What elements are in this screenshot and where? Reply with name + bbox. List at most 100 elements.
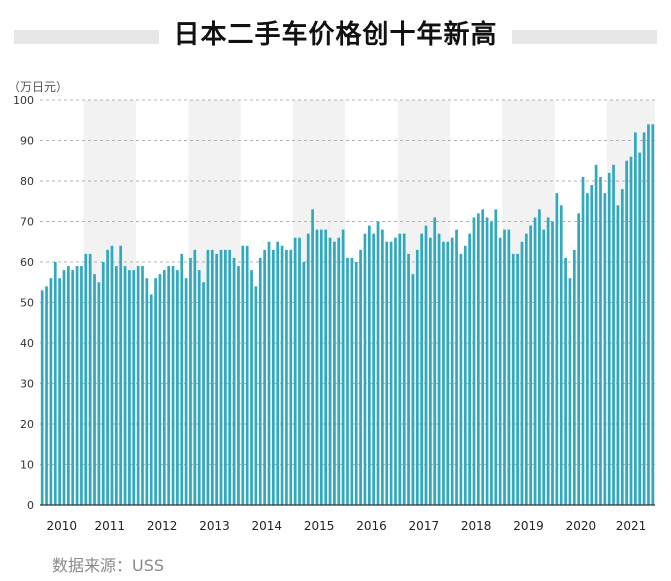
bar — [97, 282, 101, 505]
bar — [84, 253, 88, 505]
bar — [555, 193, 559, 505]
y-tick-label: 0 — [27, 499, 34, 512]
bar — [346, 257, 349, 505]
bar — [389, 241, 393, 505]
bar — [424, 225, 428, 506]
bar — [485, 217, 489, 505]
bar — [647, 124, 650, 506]
x-tick-label: 2014 — [252, 519, 283, 533]
bar — [354, 262, 358, 505]
bar — [123, 266, 127, 505]
bar — [184, 278, 188, 505]
bar — [612, 164, 615, 506]
x-tick-label: 2012 — [147, 519, 178, 533]
bar — [381, 229, 384, 505]
bar — [363, 233, 367, 505]
year-band — [83, 100, 136, 505]
bar — [503, 229, 506, 505]
bar — [40, 290, 44, 505]
bar — [49, 278, 53, 505]
bar — [197, 270, 201, 505]
bar — [638, 152, 642, 505]
x-tick-label: 2015 — [304, 519, 335, 533]
bar — [607, 172, 611, 505]
x-tick-label: 2016 — [356, 519, 387, 533]
bar — [586, 193, 589, 505]
bar — [625, 160, 628, 505]
bar — [119, 245, 123, 506]
bar — [202, 282, 205, 505]
bar — [642, 132, 646, 505]
bar — [45, 286, 48, 505]
bar — [106, 249, 109, 505]
bar — [350, 257, 354, 505]
bar — [498, 237, 502, 505]
bar — [542, 229, 546, 505]
bar — [171, 266, 175, 505]
bar — [298, 237, 301, 505]
y-axis-unit-label: （万日元） — [8, 80, 69, 94]
bar — [272, 249, 275, 505]
bar — [429, 237, 432, 505]
bar — [490, 221, 493, 505]
bar — [80, 266, 83, 505]
bar — [420, 233, 423, 505]
bar — [337, 237, 341, 505]
bar — [258, 257, 262, 505]
bar — [280, 245, 284, 506]
bar — [376, 221, 380, 505]
bar — [67, 266, 70, 505]
bar — [572, 249, 576, 505]
bar — [564, 257, 567, 505]
bar — [250, 270, 253, 505]
bar — [455, 229, 458, 505]
y-tick-label: 80 — [20, 175, 34, 188]
bar — [398, 233, 402, 505]
bar — [193, 249, 197, 505]
bar — [463, 245, 467, 506]
bar — [289, 249, 293, 505]
y-tick-label: 70 — [20, 216, 34, 229]
bar — [507, 229, 511, 505]
bar — [232, 257, 236, 505]
bar — [511, 253, 515, 505]
bar — [219, 249, 223, 505]
data-source-label: 数据来源：USS — [52, 556, 165, 575]
bar — [372, 233, 376, 505]
y-tick-label: 90 — [20, 135, 34, 148]
bar — [477, 213, 480, 505]
bar — [53, 262, 57, 505]
bar — [367, 225, 371, 506]
x-tick-label: 2017 — [409, 519, 440, 533]
bar — [114, 266, 118, 505]
bar — [128, 270, 131, 505]
bar — [551, 221, 554, 505]
y-tick-label: 100 — [13, 94, 34, 107]
bar — [407, 253, 410, 505]
bar — [285, 249, 288, 505]
y-tick-label: 30 — [20, 378, 34, 391]
bar — [459, 253, 463, 505]
bar — [333, 241, 336, 505]
bar — [581, 176, 585, 505]
bar — [267, 241, 271, 505]
bar — [158, 274, 162, 505]
bar — [180, 253, 184, 505]
bar — [319, 229, 323, 505]
bar — [494, 209, 498, 505]
bar — [93, 274, 96, 505]
bar — [315, 229, 319, 505]
bar — [415, 249, 419, 505]
bar — [450, 237, 454, 505]
bar — [136, 266, 140, 505]
bar — [481, 209, 485, 505]
bar — [590, 185, 594, 506]
bar — [324, 229, 328, 505]
bar — [254, 286, 258, 505]
bar — [599, 176, 602, 505]
y-tick-label: 50 — [20, 297, 34, 310]
bar — [311, 209, 314, 505]
x-tick-label: 2010 — [47, 519, 78, 533]
bar — [206, 249, 210, 505]
bar — [176, 270, 179, 505]
